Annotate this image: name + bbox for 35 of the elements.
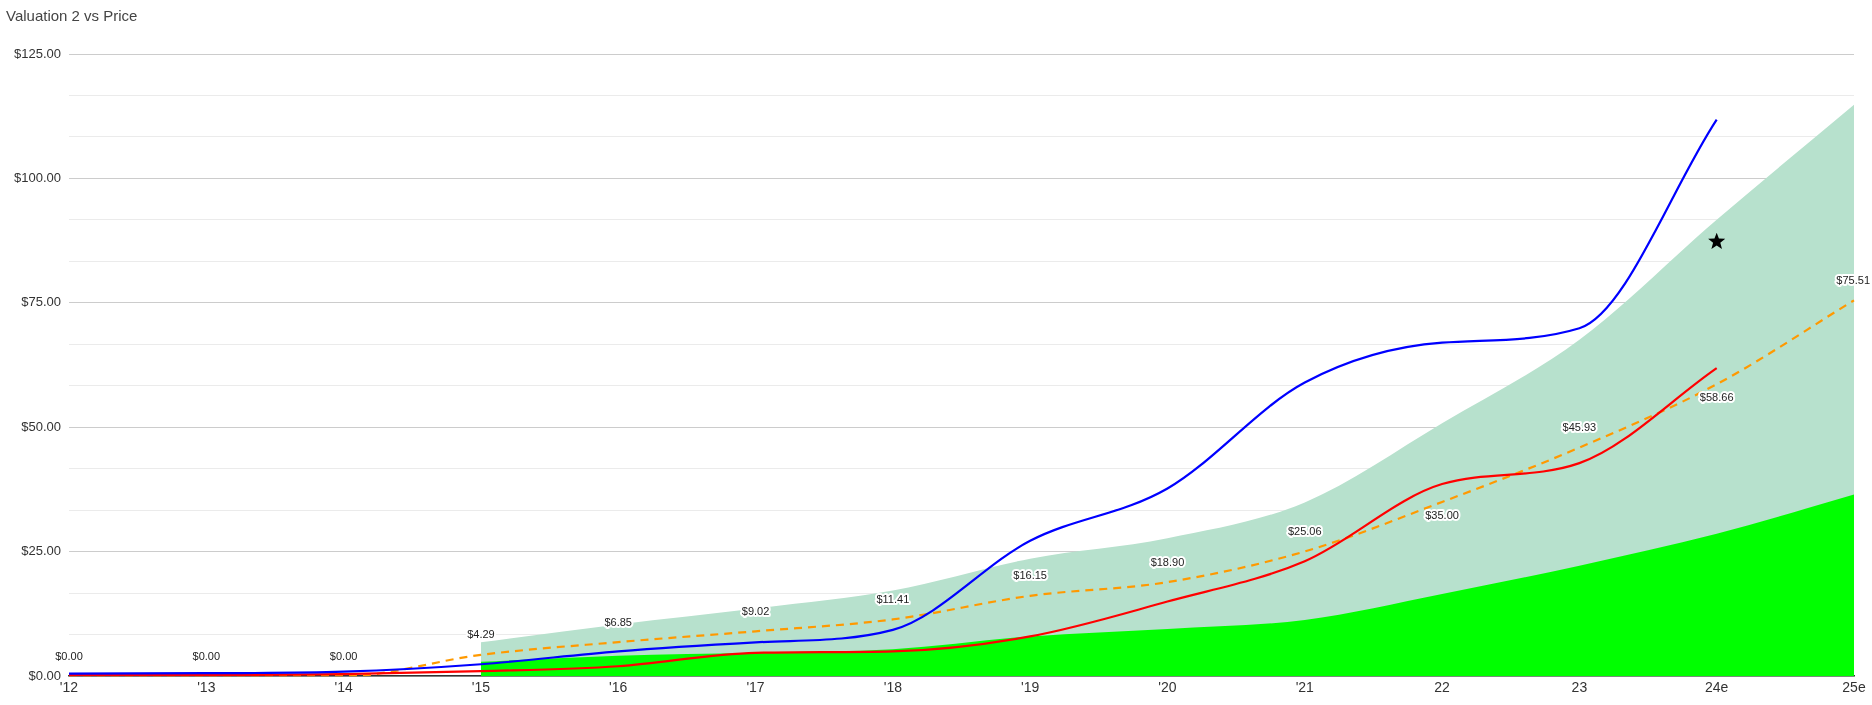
data-label: $75.51 — [1836, 273, 1871, 286]
y-tick-label: $75.00 — [21, 294, 61, 310]
x-tick-label: 24e — [1705, 679, 1729, 696]
x-tick-label: '19 — [1021, 679, 1040, 696]
y-tick-label: $25.00 — [21, 543, 61, 559]
y-tick-label: $0.00 — [28, 667, 61, 683]
x-tick-label: 23 — [1571, 679, 1588, 696]
x-tick-label: '14 — [334, 679, 353, 696]
y-tick-label: $125.00 — [13, 45, 61, 61]
x-tick-label: '16 — [609, 679, 628, 696]
x-tick-label: '13 — [197, 679, 216, 696]
x-tick-label: '15 — [471, 679, 491, 696]
data-label: $9.02 — [741, 604, 770, 617]
data-label: $6.85 — [604, 615, 632, 628]
data-label: $0.00 — [55, 649, 83, 662]
x-tick-label: 25e — [1842, 679, 1866, 696]
data-label: $35.00 — [1425, 508, 1459, 521]
chart-title: Valuation 2 vs Price — [6, 7, 138, 25]
x-tick-label: '21 — [1295, 679, 1315, 696]
data-label: $16.15 — [1013, 569, 1047, 582]
data-label: $45.93 — [1562, 421, 1597, 434]
x-tick-label: '18 — [883, 679, 903, 696]
data-label: $0.00 — [329, 649, 358, 662]
data-label: $58.66 — [1699, 390, 1734, 403]
x-tick-label: '17 — [746, 679, 765, 696]
x-tick-label: '12 — [59, 679, 79, 696]
data-label: $18.90 — [1150, 555, 1185, 568]
y-tick-label: $50.00 — [21, 418, 61, 434]
data-label: $25.06 — [1287, 524, 1322, 537]
y-tick-label: $100.00 — [13, 170, 61, 186]
data-label: $0.00 — [192, 649, 221, 662]
x-tick-label: '20 — [1158, 679, 1177, 696]
x-tick-label: 22 — [1434, 679, 1451, 696]
data-label: $4.29 — [467, 628, 495, 641]
data-label: $11.41 — [876, 592, 910, 605]
